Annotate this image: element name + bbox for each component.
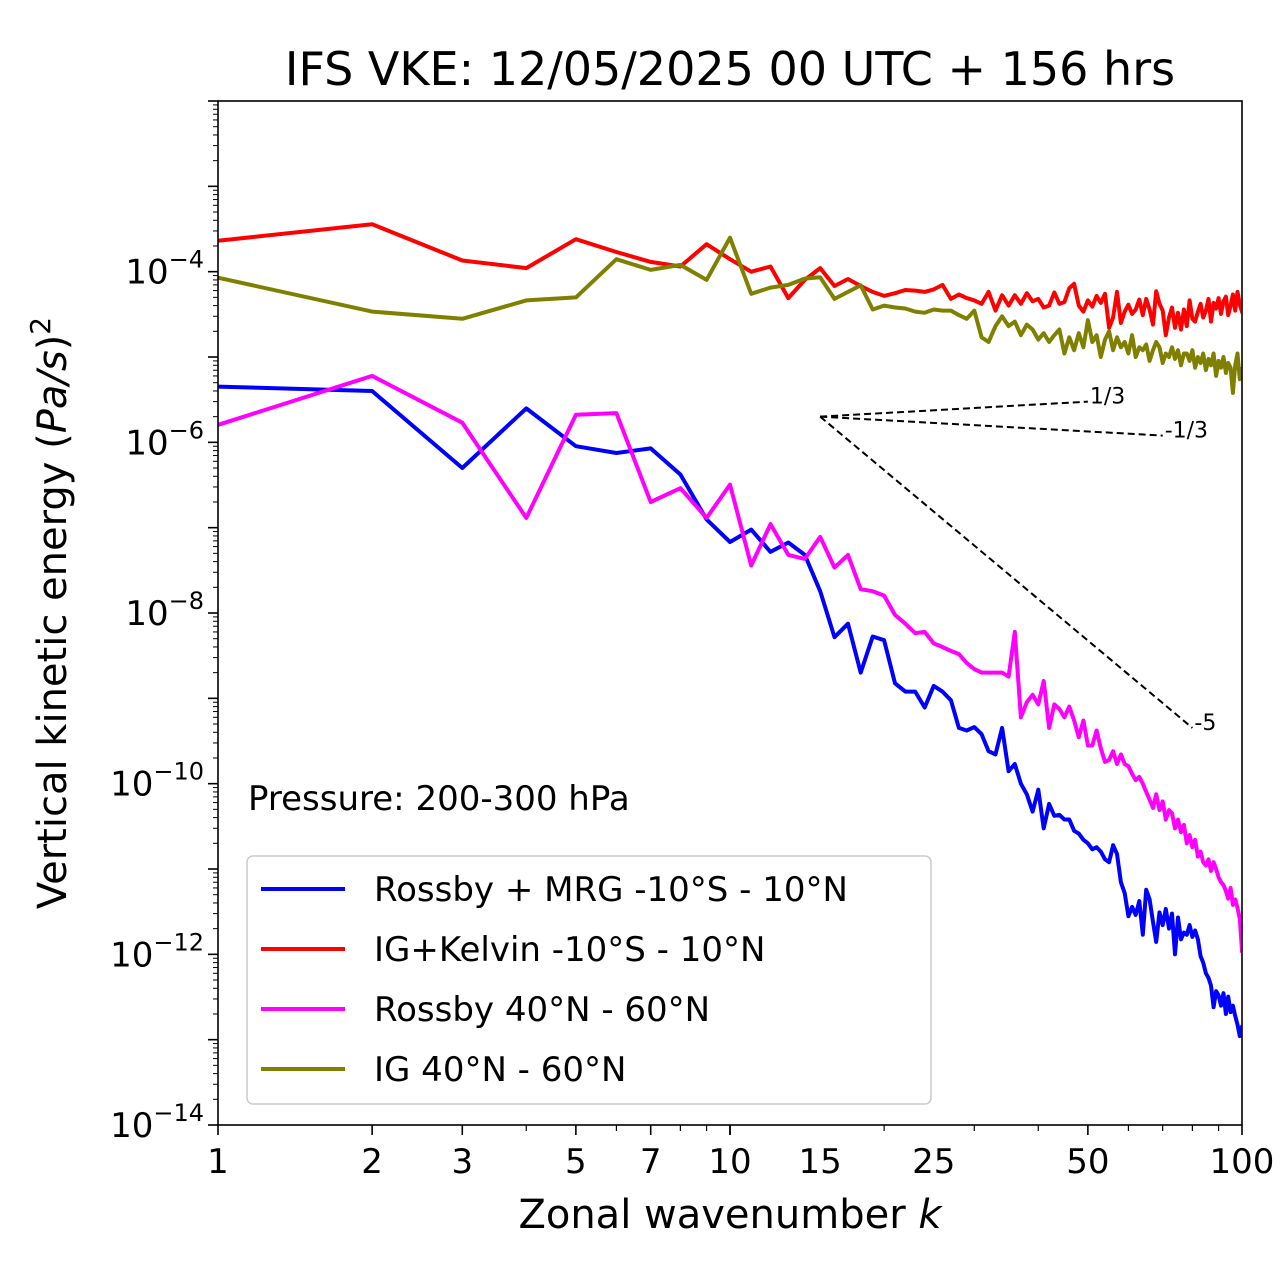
y-tick-label: 10−8: [125, 587, 204, 634]
chart-title: IFS VKE: 12/05/2025 00 UTC + 156 hrs: [285, 42, 1175, 96]
x-tick-label: 5: [565, 1142, 587, 1182]
x-tick-label: 7: [640, 1142, 662, 1182]
series-line-1: [218, 384, 1242, 1039]
legend-box: [246, 855, 932, 1105]
x-tick-label: 50: [1066, 1142, 1109, 1182]
y-tick-label: 10−12: [110, 928, 204, 975]
x-tick-label: 1: [207, 1142, 229, 1182]
legend-label-2: IG+Kelvin -10°S - 10°N: [374, 930, 765, 970]
reference-line-2: [820, 415, 1163, 437]
x-tick-label: 15: [799, 1142, 842, 1182]
legend: Rossby + MRG -10°S - 10°N IG+Kelvin -10°S…: [246, 855, 932, 1105]
x-tick-label: 10: [708, 1142, 751, 1182]
pressure-annotation: Pressure: 200-300 hPa: [248, 779, 630, 819]
x-axis-label: Zonal wavenumber k: [518, 1192, 943, 1238]
x-axis-ticks: 1 2 3 5 7 10 15 25 50 100: [207, 1125, 1274, 1182]
reference-line-label-1: 1/3: [1090, 385, 1125, 410]
y-axis-ticks: 10−14 10−12 10−10 10−8 10−6 10−4: [110, 100, 218, 1146]
legend-label-3: Rossby 40°N - 60°N: [374, 990, 710, 1030]
x-tick-label: 100: [1210, 1142, 1275, 1182]
y-tick-label: 10−4: [125, 246, 204, 293]
x-tick-label: 2: [361, 1142, 383, 1182]
series-line-2: [218, 222, 1242, 338]
y-tick-label: 10−6: [125, 416, 204, 463]
x-tick-label: 25: [912, 1142, 955, 1182]
series-line-4: [218, 235, 1242, 395]
reference-line-1: [820, 400, 1088, 418]
y-tick-label: 10−10: [110, 758, 204, 805]
reference-line-label-2: -1/3: [1165, 419, 1208, 444]
reference-line-label-3: -5: [1194, 711, 1216, 736]
plot-area: [218, 222, 1242, 1039]
y-axis-label: Vertical kinetic energy (Pa/s)2: [24, 317, 77, 909]
legend-label-1: Rossby + MRG -10°S - 10°N: [374, 870, 848, 910]
series-line-3: [218, 373, 1242, 953]
y-tick-label: 10−14: [110, 1099, 204, 1146]
reference-line-3: [819, 415, 1194, 729]
x-tick-label: 3: [451, 1142, 473, 1182]
legend-label-4: IG 40°N - 60°N: [374, 1050, 626, 1090]
